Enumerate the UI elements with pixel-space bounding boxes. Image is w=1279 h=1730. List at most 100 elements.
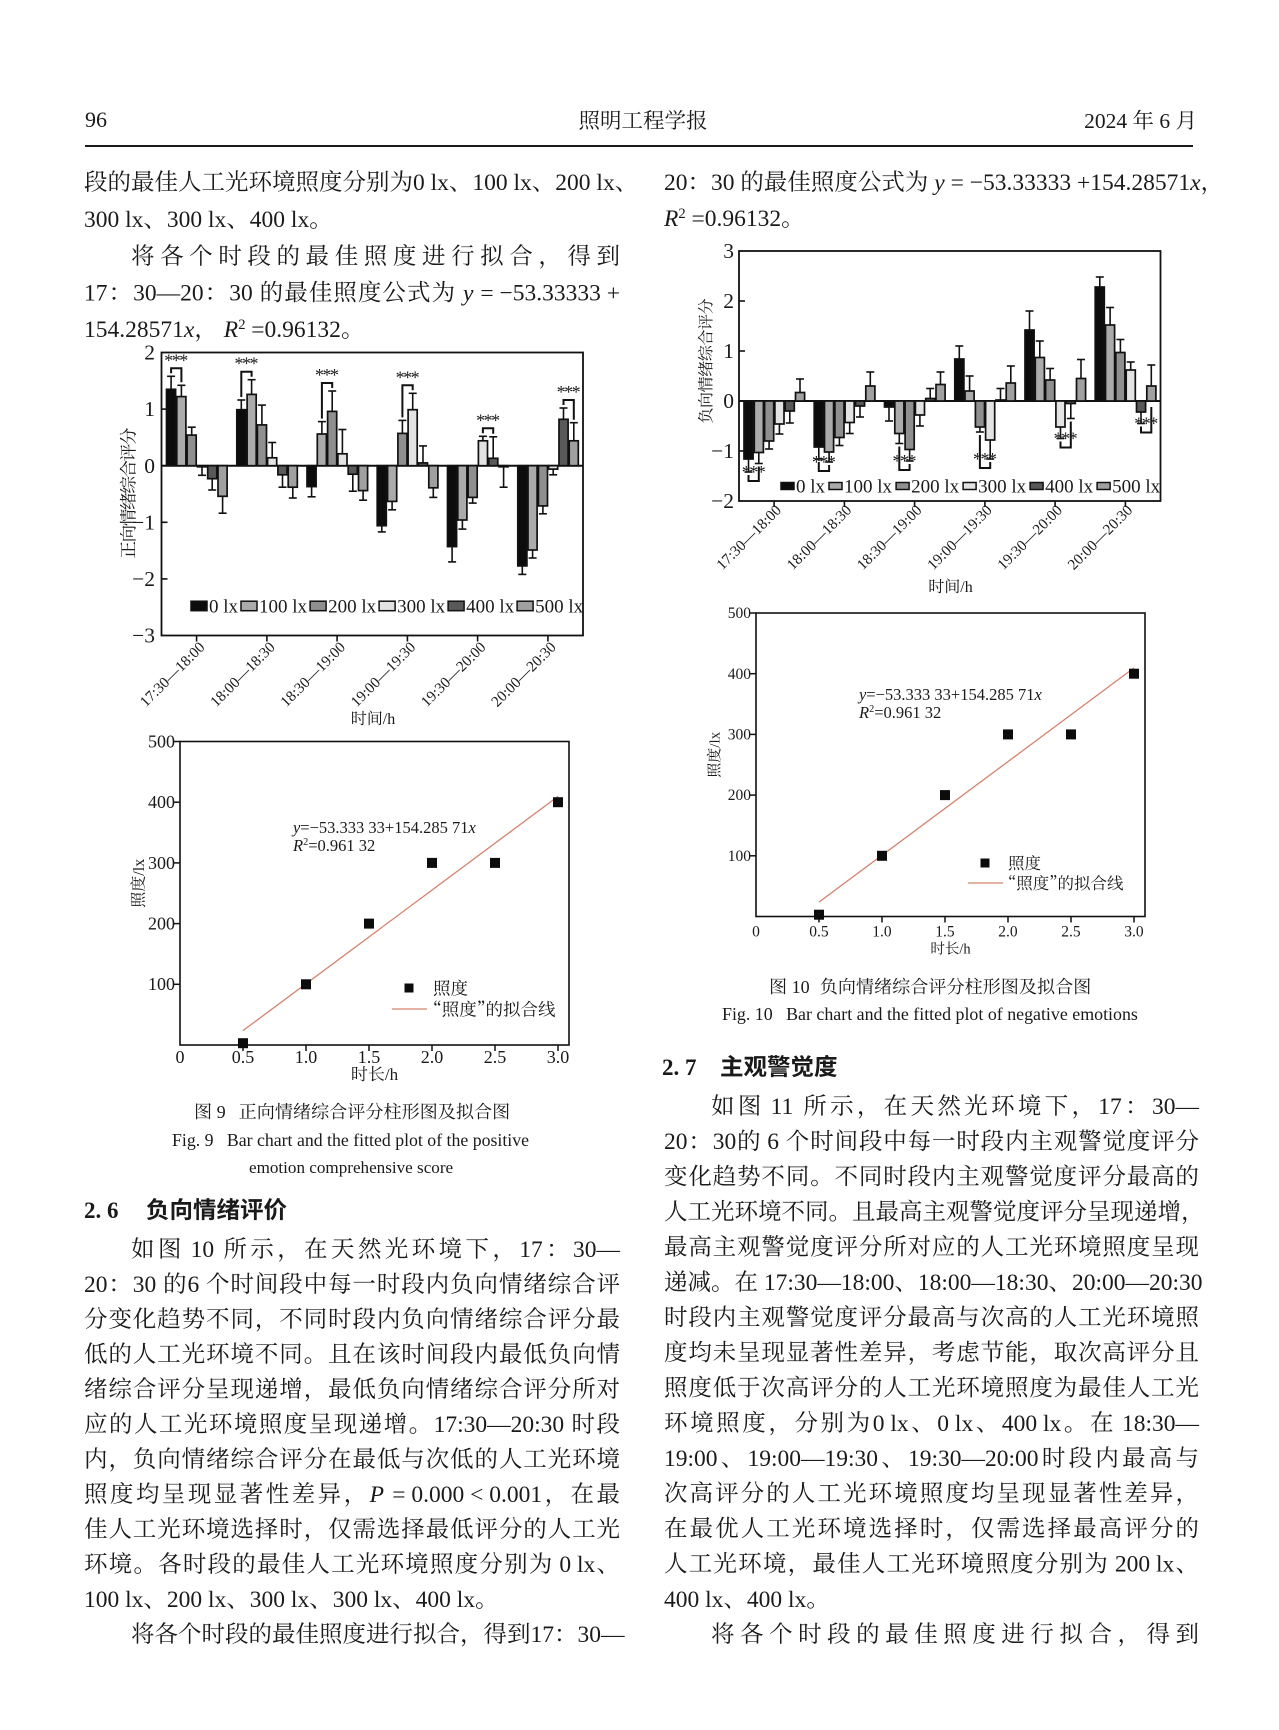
svg-text:***: *** xyxy=(557,382,581,402)
svg-text:1.0: 1.0 xyxy=(295,1047,318,1067)
svg-text:/h: /h xyxy=(960,579,972,596)
svg-text:R: R xyxy=(223,317,238,343)
svg-text:400 lx: 400 lx xyxy=(747,1587,807,1613)
svg-text:/h: /h xyxy=(385,1065,399,1084)
svg-text:6: 6 xyxy=(188,1272,206,1298)
svg-text:10: 10 xyxy=(787,977,810,997)
svg-text:2: 2 xyxy=(723,289,734,313)
svg-text:0: 0 xyxy=(723,389,734,413)
svg-text:19:30—20:00: 19:30—20:00 xyxy=(908,1446,1039,1472)
svg-text:96: 96 xyxy=(85,107,107,132)
svg-text:0 lx: 0 lx xyxy=(209,596,239,617)
svg-text:300: 300 xyxy=(148,853,175,873)
svg-text:200 lx: 200 lx xyxy=(328,596,377,617)
svg-text:= −53.33333 +: = −53.33333 + xyxy=(475,281,621,307)
svg-text:2.0: 2.0 xyxy=(998,924,1018,941)
svg-text:=−53.333 33+154.285 71: =−53.333 33+154.285 71 xyxy=(300,818,468,837)
svg-text:20: 20 xyxy=(664,170,688,196)
svg-text:19:00: 19:00 xyxy=(664,1446,718,1472)
svg-text:9: 9 xyxy=(212,1102,226,1122)
svg-text:17:30—20:30: 17:30—20:30 xyxy=(434,1412,570,1438)
svg-text:20:00—20:30: 20:00—20:30 xyxy=(1072,1270,1203,1296)
svg-text:0 lx: 0 lx xyxy=(937,1411,973,1437)
svg-text:30—: 30— xyxy=(578,1622,626,1648)
svg-text:***: *** xyxy=(973,449,997,469)
svg-text:17: 17 xyxy=(84,281,108,307)
svg-text:3.0: 3.0 xyxy=(547,1047,570,1067)
svg-text:x: x xyxy=(1034,685,1043,704)
svg-text:300 lx: 300 lx xyxy=(397,596,446,617)
svg-text:500 lx: 500 lx xyxy=(1112,476,1161,497)
svg-text:2024: 2024 xyxy=(1084,109,1132,133)
svg-text:17:30—18:00: 17:30—18:00 xyxy=(758,1270,894,1296)
svg-text:2. 6: 2. 6 xyxy=(84,1198,119,1223)
svg-text:2.5: 2.5 xyxy=(1061,924,1081,941)
svg-text:2: 2 xyxy=(144,341,155,365)
svg-text:x: x xyxy=(183,317,195,343)
svg-text:17: 17 xyxy=(531,1622,555,1648)
svg-text:***: *** xyxy=(1134,414,1158,434)
svg-text:0 lx: 0 lx xyxy=(796,476,826,497)
svg-text:***: *** xyxy=(396,367,420,387)
svg-text:300 lx: 300 lx xyxy=(333,1587,393,1613)
svg-text:100: 100 xyxy=(728,848,752,865)
svg-text:***: *** xyxy=(476,410,500,430)
svg-text:2. 7: 2. 7 xyxy=(662,1055,697,1080)
svg-text:2: 2 xyxy=(238,317,245,333)
svg-text:30—20: 30—20 xyxy=(133,281,204,307)
svg-text:/lx: /lx xyxy=(131,859,148,876)
svg-text:200: 200 xyxy=(728,787,752,804)
svg-text:200: 200 xyxy=(148,914,175,934)
svg-text:−2: −2 xyxy=(132,567,155,591)
svg-text:= −53.33333 +154.28571: = −53.33333 +154.28571 xyxy=(945,170,1190,196)
svg-text:1.5: 1.5 xyxy=(358,1047,381,1067)
svg-text:=−53.333 33+154.285 71: =−53.333 33+154.285 71 xyxy=(866,685,1034,704)
svg-text:/h: /h xyxy=(959,942,971,958)
svg-text:2.5: 2.5 xyxy=(484,1047,507,1067)
svg-text:17: 17 xyxy=(1098,1094,1122,1120)
svg-text:2: 2 xyxy=(303,837,308,848)
svg-text:300: 300 xyxy=(728,727,752,744)
svg-text:400 lx: 400 lx xyxy=(664,1587,724,1613)
svg-text:200 lx: 200 lx xyxy=(167,1587,227,1613)
svg-text:=0.961 32: =0.961 32 xyxy=(308,836,375,855)
svg-text:0 lx: 0 lx xyxy=(554,1552,596,1578)
svg-text:100 lx: 100 lx xyxy=(84,1587,144,1613)
svg-text:300 lx: 300 lx xyxy=(250,1587,310,1613)
svg-text:10: 10 xyxy=(185,1237,220,1263)
svg-text:30: 30 xyxy=(713,1129,737,1155)
svg-text:y: y xyxy=(291,818,301,837)
svg-text:200 lx: 200 lx xyxy=(911,476,960,497)
svg-text:***: *** xyxy=(1054,429,1078,449)
svg-text:Fig. 10 Bar chart and the fi: Fig. 10 Bar chart and the fitted plot of… xyxy=(722,1004,1138,1024)
svg-text:−3: −3 xyxy=(132,624,155,648)
svg-text:100: 100 xyxy=(148,974,175,994)
svg-text:400 lx: 400 lx xyxy=(416,1587,476,1613)
svg-text:emotion comprehensive score: emotion comprehensive score xyxy=(249,1158,453,1177)
svg-text:R: R xyxy=(292,836,303,855)
svg-text:y: y xyxy=(461,281,474,307)
svg-text:30: 30 xyxy=(133,1272,162,1298)
svg-text:100 lx: 100 lx xyxy=(472,170,532,196)
svg-text:20: 20 xyxy=(84,1272,108,1298)
svg-text:0 lx: 0 lx xyxy=(413,170,449,196)
svg-text:−1: −1 xyxy=(711,439,734,463)
svg-text:P: P xyxy=(369,1482,384,1508)
svg-text:500 lx: 500 lx xyxy=(535,596,584,617)
svg-text:R: R xyxy=(663,206,678,232)
svg-text:2: 2 xyxy=(678,206,685,222)
svg-text:x: x xyxy=(1189,170,1201,196)
svg-text:R: R xyxy=(858,703,869,722)
svg-text:11: 11 xyxy=(765,1094,799,1120)
svg-text:= 0.000 < 0.001: = 0.000 < 0.001 xyxy=(386,1482,542,1508)
svg-text:1: 1 xyxy=(144,397,155,421)
svg-text:100 lx: 100 lx xyxy=(844,476,893,497)
svg-text:400: 400 xyxy=(728,666,752,683)
svg-text:154.28571: 154.28571 xyxy=(84,317,184,343)
svg-text:x: x xyxy=(468,818,477,837)
svg-text:0: 0 xyxy=(752,924,760,941)
svg-text:19:00—19:30: 19:00—19:30 xyxy=(748,1446,879,1472)
svg-text:0: 0 xyxy=(144,454,155,478)
svg-text:***: *** xyxy=(235,354,259,374)
svg-text:18:00—18:30: 18:00—18:30 xyxy=(918,1270,1049,1296)
